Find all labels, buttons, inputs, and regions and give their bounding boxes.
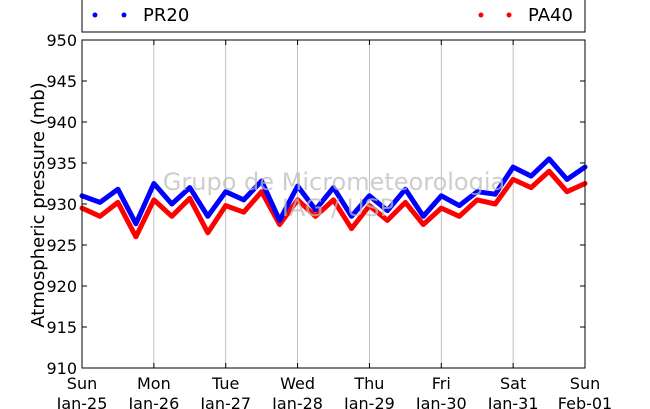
legend: PR20 PA40	[81, 0, 586, 33]
watermark: Grupo de Micrometeorologia IAG / USP	[163, 168, 505, 222]
x-tick-label-date: Jan-29	[343, 394, 395, 409]
tick-layer: 910915920925930935940945950SunJan-25MonJ…	[46, 31, 612, 409]
legend-marker-pa40-b	[506, 12, 512, 18]
y-tick-label: 910	[46, 359, 77, 378]
legend-entry-pr20: PR20	[92, 5, 189, 26]
series-layer	[79, 156, 588, 240]
series-line-pa40	[79, 168, 588, 240]
x-tick-label-day: Sun	[570, 374, 600, 393]
x-tick-label-day: Wed	[280, 374, 315, 393]
y-tick-label: 920	[46, 277, 77, 296]
x-tick-label-day: Thu	[353, 374, 384, 393]
y-tick-label: 950	[46, 31, 77, 50]
y-tick-label: 945	[46, 72, 77, 91]
legend-marker-pr20-a	[92, 12, 98, 18]
x-tick-label-date: Jan-31	[487, 394, 539, 409]
x-tick-label-date: Jan-28	[271, 394, 323, 409]
legend-entry-pa40: PA40	[478, 5, 573, 26]
x-tick-label-date: Jan-27	[199, 394, 251, 409]
x-tick-label-date: Jan-25	[56, 394, 108, 409]
legend-label-pa40: PA40	[528, 5, 573, 26]
x-tick-label-day: Sat	[500, 374, 526, 393]
y-tick-label: 930	[46, 195, 77, 214]
y-tick-label: 925	[46, 236, 77, 255]
y-tick-label: 915	[46, 318, 77, 337]
y-tick-label: 935	[46, 154, 77, 173]
x-tick-label-day: Sun	[67, 374, 97, 393]
x-tick-label-date: Jan-26	[127, 394, 179, 409]
series-line-pr20	[79, 156, 588, 227]
x-tick-label-date: Feb-01	[558, 394, 612, 409]
x-tick-label-date: Jan-30	[415, 394, 467, 409]
legend-marker-pa40-a	[478, 12, 484, 18]
watermark-line-1: Grupo de Micrometeorologia	[163, 168, 505, 196]
x-tick-label-day: Tue	[211, 374, 239, 393]
x-tick-label-day: Fri	[432, 374, 451, 393]
legend-marker-pr20-b	[121, 12, 127, 18]
y-axis-title: Atmospheric pressure (mb)	[28, 82, 49, 327]
watermark-line-2: IAG / USP	[282, 194, 394, 222]
legend-label-pr20: PR20	[143, 5, 189, 26]
x-tick-label-day: Mon	[137, 374, 171, 393]
y-tick-label: 940	[46, 113, 77, 132]
legend-box	[81, 0, 586, 33]
